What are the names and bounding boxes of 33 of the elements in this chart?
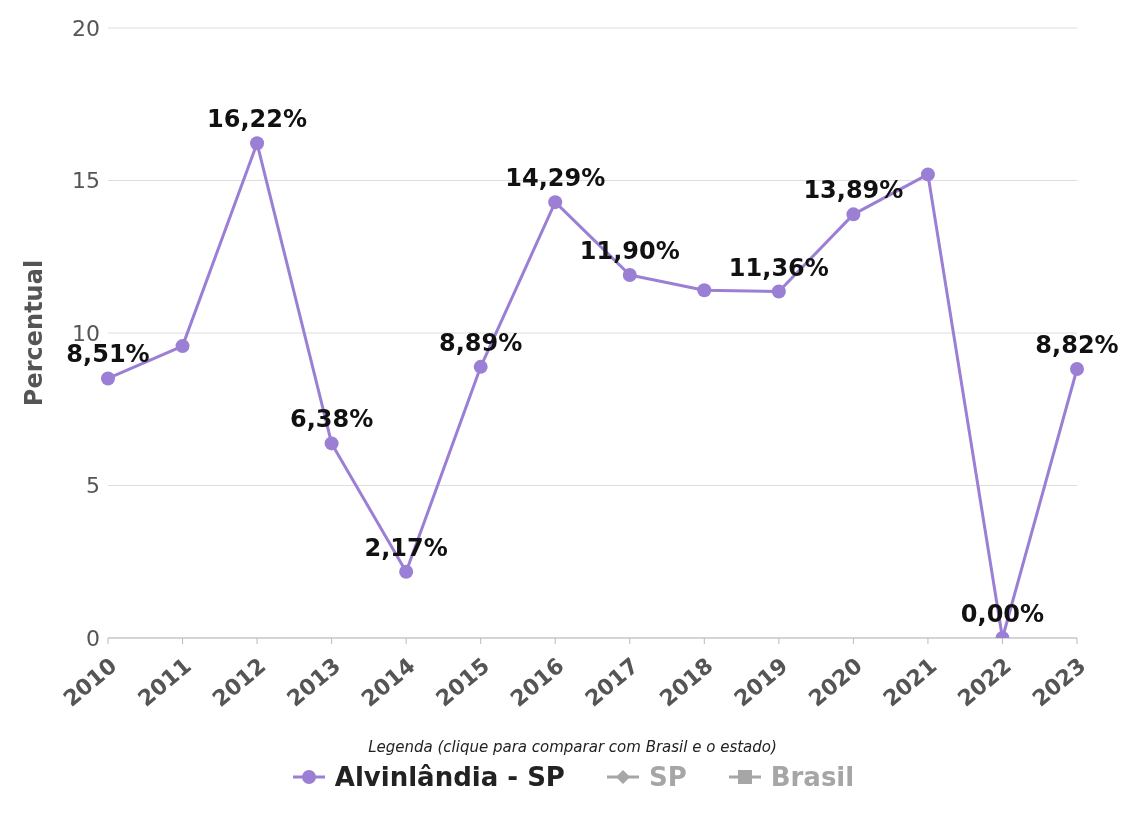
y-tick-label: 20 bbox=[72, 15, 100, 41]
data-label: 8,51% bbox=[66, 340, 150, 369]
data-label: 8,82% bbox=[1035, 330, 1119, 359]
legend-label: Brasil bbox=[769, 762, 855, 792]
point bbox=[548, 195, 563, 210]
point bbox=[399, 564, 414, 579]
data-label: 2,17% bbox=[364, 533, 448, 562]
point bbox=[101, 371, 115, 386]
data-label: 13,89% bbox=[803, 176, 904, 205]
y-axis-title: Percentual bbox=[19, 259, 48, 407]
y-tick-label: 0 bbox=[86, 625, 100, 651]
data-label: 16,22% bbox=[207, 105, 308, 134]
point bbox=[697, 283, 712, 298]
data-label: 11,36% bbox=[728, 253, 829, 282]
point bbox=[473, 359, 488, 374]
point bbox=[622, 268, 637, 283]
data-label: 0,00% bbox=[960, 600, 1045, 628]
point bbox=[1070, 361, 1084, 376]
data-label: 14,29% bbox=[505, 164, 606, 193]
legend-label: Alvinlândia - SP bbox=[333, 762, 565, 792]
point bbox=[846, 207, 861, 222]
data-label: 6,38% bbox=[289, 405, 374, 434]
point bbox=[175, 339, 190, 354]
legend-title: Legenda (clique para comparar com Brasil e o estado) bbox=[367, 738, 778, 756]
legend-label: SP bbox=[647, 762, 687, 792]
data-label: 8,89% bbox=[439, 328, 523, 357]
point bbox=[324, 436, 339, 451]
point bbox=[250, 136, 265, 151]
y-tick-label: 5 bbox=[86, 473, 100, 499]
data-label: 11,90% bbox=[579, 237, 680, 266]
y-tick-label: 15 bbox=[72, 168, 100, 194]
point bbox=[771, 284, 786, 299]
point bbox=[920, 167, 935, 182]
